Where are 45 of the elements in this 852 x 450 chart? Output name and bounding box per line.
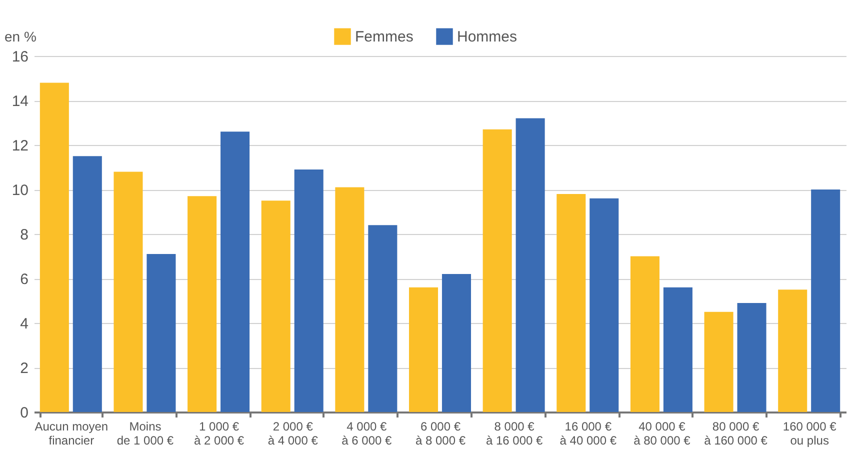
bar xyxy=(482,129,512,412)
legend-label: Hommes xyxy=(457,28,518,46)
bar xyxy=(146,254,176,412)
y-tick-label: 6 xyxy=(20,271,28,288)
bar xyxy=(778,290,808,412)
bar xyxy=(72,156,102,412)
bar xyxy=(556,194,586,412)
bar xyxy=(408,287,438,412)
y-tick-label: 14 xyxy=(12,93,28,110)
y-tick-label: 12 xyxy=(12,138,28,154)
x-tick-label: 6 000 € à 8 000 € xyxy=(415,420,466,448)
legend-label: Femmes xyxy=(355,28,414,46)
x-tick-label: 40 000 € à 80 000 € xyxy=(634,420,691,448)
bar xyxy=(294,169,324,412)
x-tick-label: Aucun moyen financier xyxy=(34,420,108,448)
bar xyxy=(737,302,766,412)
y-axis-title: en % xyxy=(4,28,36,44)
y-tick-label: 2 xyxy=(20,360,28,377)
bar xyxy=(368,225,398,412)
x-tick-label: 1 000 € à 2 000 € xyxy=(194,420,244,448)
bar xyxy=(811,190,840,412)
y-tick-label: 16 xyxy=(12,48,28,66)
bar xyxy=(40,82,69,412)
bar xyxy=(590,198,619,412)
bar xyxy=(516,118,545,412)
bar xyxy=(188,196,217,412)
bar xyxy=(261,200,290,412)
bar xyxy=(442,274,472,412)
x-tick-label: 8 000 € à 16 000 € xyxy=(486,420,544,448)
y-tick-label: 0 xyxy=(20,404,28,422)
x-tick-label: Moins de 1 000 € xyxy=(116,420,174,448)
bar xyxy=(630,256,660,412)
bar xyxy=(114,172,143,412)
x-tick-label: 160 000 € ou plus xyxy=(782,420,837,448)
x-tick-label: 16 000 € à 40 000 € xyxy=(560,420,617,448)
y-tick-label: 4 xyxy=(20,316,28,332)
x-tick-label: 4 000 € à 6 000 € xyxy=(342,420,392,448)
y-tick-label: 8 xyxy=(20,226,28,244)
bar xyxy=(704,312,734,412)
bar xyxy=(335,187,364,412)
x-tick-label: 2 000 € à 4 000 € xyxy=(268,420,318,448)
y-tick-label: 10 xyxy=(12,182,28,199)
bar xyxy=(220,132,250,412)
x-tick-label: 80 000 € à 160 000 € xyxy=(704,420,768,448)
bar xyxy=(663,287,692,412)
